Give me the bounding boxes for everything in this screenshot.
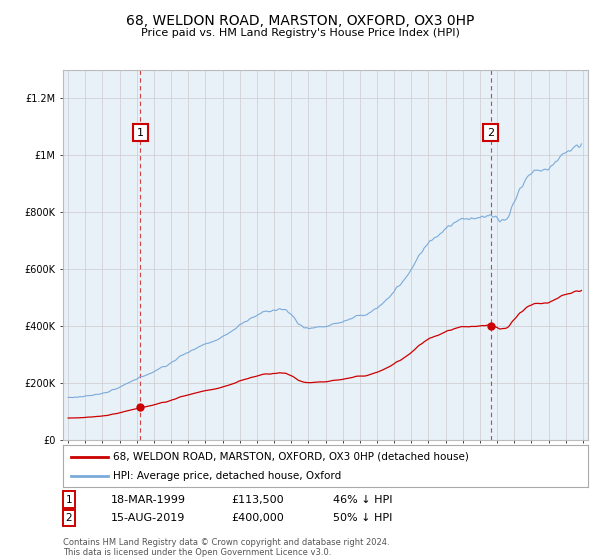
Text: 15-AUG-2019: 15-AUG-2019 — [111, 513, 185, 523]
Text: 2: 2 — [65, 513, 73, 523]
Text: 1: 1 — [65, 494, 73, 505]
Text: 50% ↓ HPI: 50% ↓ HPI — [333, 513, 392, 523]
Text: 68, WELDON ROAD, MARSTON, OXFORD, OX3 0HP: 68, WELDON ROAD, MARSTON, OXFORD, OX3 0H… — [126, 14, 474, 28]
Text: 2: 2 — [487, 128, 494, 138]
Text: £400,000: £400,000 — [231, 513, 284, 523]
Text: £113,500: £113,500 — [231, 494, 284, 505]
Text: 18-MAR-1999: 18-MAR-1999 — [111, 494, 186, 505]
Text: 1: 1 — [137, 128, 144, 138]
Text: HPI: Average price, detached house, Oxford: HPI: Average price, detached house, Oxfo… — [113, 471, 341, 481]
Text: 68, WELDON ROAD, MARSTON, OXFORD, OX3 0HP (detached house): 68, WELDON ROAD, MARSTON, OXFORD, OX3 0H… — [113, 451, 469, 461]
Text: Contains HM Land Registry data © Crown copyright and database right 2024.
This d: Contains HM Land Registry data © Crown c… — [63, 538, 389, 557]
Text: 46% ↓ HPI: 46% ↓ HPI — [333, 494, 392, 505]
Text: Price paid vs. HM Land Registry's House Price Index (HPI): Price paid vs. HM Land Registry's House … — [140, 28, 460, 38]
